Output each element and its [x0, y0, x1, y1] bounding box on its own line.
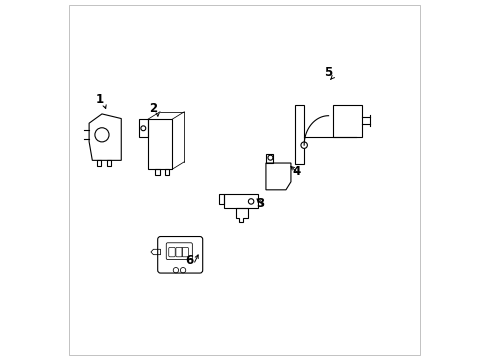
Text: 1: 1: [96, 93, 103, 106]
Text: 5: 5: [324, 66, 332, 79]
Text: 2: 2: [149, 102, 157, 115]
Text: 3: 3: [256, 197, 264, 210]
Circle shape: [300, 142, 307, 148]
Text: 6: 6: [184, 254, 193, 267]
Text: 4: 4: [291, 165, 300, 177]
